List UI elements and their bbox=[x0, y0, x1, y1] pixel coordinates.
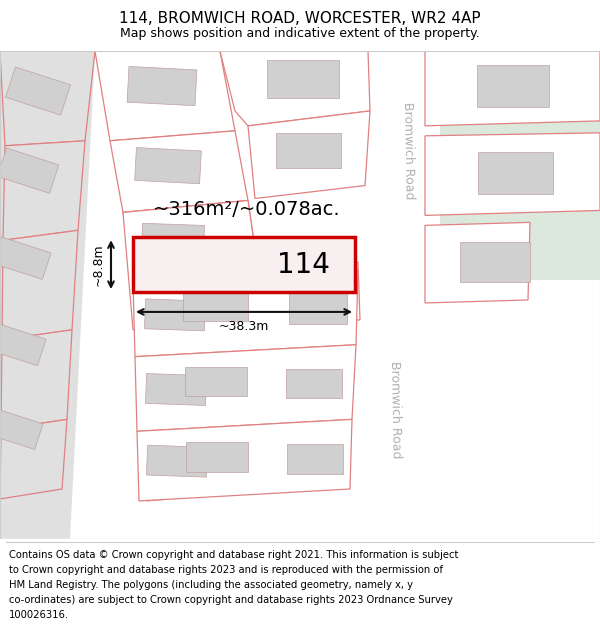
Text: HM Land Registry. The polygons (including the associated geometry, namely x, y: HM Land Registry. The polygons (includin… bbox=[9, 580, 413, 590]
Polygon shape bbox=[145, 299, 206, 331]
Polygon shape bbox=[127, 66, 197, 106]
Polygon shape bbox=[0, 237, 51, 279]
Bar bbox=[440, 51, 600, 280]
Polygon shape bbox=[146, 445, 208, 477]
Polygon shape bbox=[220, 51, 370, 126]
Polygon shape bbox=[275, 133, 341, 168]
Polygon shape bbox=[95, 51, 235, 141]
Polygon shape bbox=[286, 369, 342, 399]
Polygon shape bbox=[185, 367, 247, 396]
Polygon shape bbox=[5, 67, 71, 115]
Polygon shape bbox=[0, 324, 46, 366]
Polygon shape bbox=[425, 51, 600, 126]
Polygon shape bbox=[248, 111, 370, 199]
Polygon shape bbox=[182, 289, 248, 321]
Text: 114, BROMWICH ROAD, WORCESTER, WR2 4AP: 114, BROMWICH ROAD, WORCESTER, WR2 4AP bbox=[119, 11, 481, 26]
Polygon shape bbox=[123, 201, 360, 330]
Polygon shape bbox=[134, 148, 202, 184]
Text: 114: 114 bbox=[277, 251, 330, 279]
Polygon shape bbox=[0, 148, 59, 193]
Polygon shape bbox=[123, 201, 258, 282]
Text: co-ordinates) are subject to Crown copyright and database rights 2023 Ordnance S: co-ordinates) are subject to Crown copyr… bbox=[9, 595, 453, 605]
Polygon shape bbox=[2, 231, 78, 340]
Polygon shape bbox=[186, 442, 248, 472]
Polygon shape bbox=[110, 131, 248, 212]
Polygon shape bbox=[3, 141, 85, 240]
Polygon shape bbox=[287, 444, 343, 474]
Polygon shape bbox=[477, 65, 549, 107]
Text: Contains OS data © Crown copyright and database right 2021. This information is : Contains OS data © Crown copyright and d… bbox=[9, 550, 458, 560]
Polygon shape bbox=[460, 242, 530, 282]
Polygon shape bbox=[0, 51, 95, 146]
Polygon shape bbox=[0, 419, 67, 499]
Text: Bromwich Road: Bromwich Road bbox=[388, 361, 403, 458]
Text: 100026316.: 100026316. bbox=[9, 611, 69, 621]
Text: ~8.8m: ~8.8m bbox=[92, 243, 105, 286]
Polygon shape bbox=[145, 374, 206, 406]
Polygon shape bbox=[133, 270, 265, 357]
Polygon shape bbox=[137, 419, 352, 501]
Polygon shape bbox=[0, 409, 43, 449]
Polygon shape bbox=[133, 270, 358, 357]
Polygon shape bbox=[1, 330, 72, 429]
Text: ~38.3m: ~38.3m bbox=[219, 320, 269, 333]
Polygon shape bbox=[358, 51, 425, 539]
Polygon shape bbox=[140, 345, 270, 431]
Polygon shape bbox=[425, 133, 600, 216]
Bar bbox=[133, 238, 355, 292]
Polygon shape bbox=[425, 222, 530, 303]
Polygon shape bbox=[135, 345, 356, 431]
Polygon shape bbox=[267, 60, 339, 98]
Text: Map shows position and indicative extent of the property.: Map shows position and indicative extent… bbox=[120, 27, 480, 40]
Text: ~316m²/~0.078ac.: ~316m²/~0.078ac. bbox=[153, 200, 341, 219]
Polygon shape bbox=[142, 223, 205, 258]
Text: to Crown copyright and database rights 2023 and is reproduced with the permissio: to Crown copyright and database rights 2… bbox=[9, 565, 443, 575]
Polygon shape bbox=[478, 152, 553, 194]
Polygon shape bbox=[0, 51, 95, 539]
Polygon shape bbox=[289, 292, 347, 324]
Text: Bromwich Road: Bromwich Road bbox=[401, 102, 415, 199]
Polygon shape bbox=[145, 419, 272, 501]
